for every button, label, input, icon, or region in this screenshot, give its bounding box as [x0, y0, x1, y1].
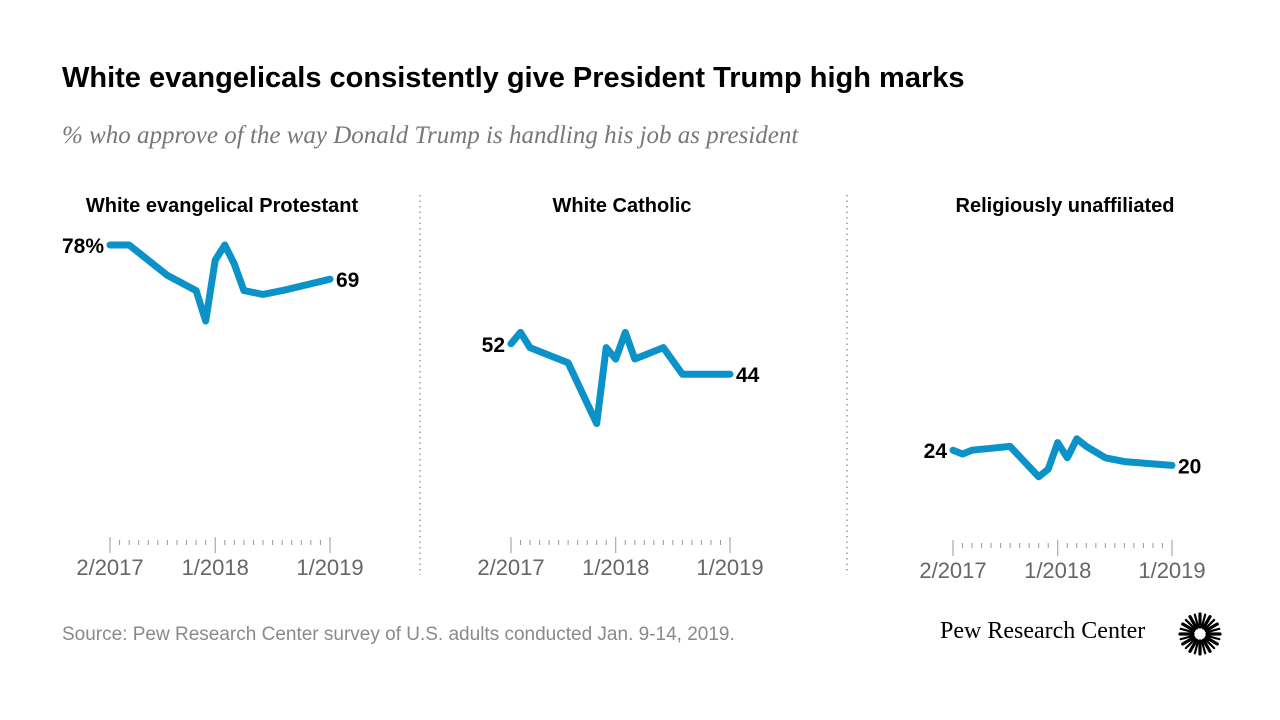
start-value-label: 24 — [924, 440, 948, 463]
series-line — [507, 328, 734, 428]
logo-ray — [1203, 637, 1216, 650]
logo-ray — [1184, 637, 1197, 650]
panel-title: White Catholic — [553, 195, 692, 217]
chart-title: White evangelicals consistently give Pre… — [62, 62, 965, 94]
x-tick-label: 1/2019 — [1138, 558, 1205, 583]
logo-ray — [1205, 634, 1221, 641]
pew-sunburst-icon — [1178, 612, 1222, 656]
x-tick-label: 1/2019 — [296, 555, 363, 580]
series-line — [106, 241, 334, 325]
logo-ray — [1203, 618, 1216, 631]
brand-name: Pew Research Center — [940, 618, 1146, 644]
start-value-label: 78% — [62, 235, 104, 258]
source-note: Source: Pew Research Center survey of U.… — [62, 624, 735, 645]
panel-title: White evangelical Protestant — [86, 195, 359, 217]
chart-subtitle: % who approve of the way Donald Trump is… — [62, 122, 799, 149]
logo-ray — [1204, 635, 1219, 646]
logo-ray — [1200, 613, 1207, 629]
end-value-label: 20 — [1178, 455, 1201, 478]
logo-ray — [1179, 627, 1195, 634]
panel-title: Religiously unaffiliated — [956, 195, 1175, 217]
logo-ray — [1204, 622, 1219, 633]
x-tick-label: 2/2017 — [477, 555, 544, 580]
end-value-label: 44 — [736, 364, 760, 387]
logo-ray — [1179, 634, 1195, 641]
x-tick-label: 1/2019 — [696, 555, 763, 580]
logo-ray — [1193, 639, 1200, 655]
start-value-label: 52 — [482, 334, 505, 357]
logo-ray — [1188, 615, 1199, 630]
logo-ray — [1188, 638, 1199, 653]
series-line — [949, 435, 1176, 481]
x-tick-label: 2/2017 — [76, 555, 143, 580]
logo-ray — [1181, 622, 1196, 633]
logo-ray — [1193, 613, 1200, 629]
logo-ray — [1200, 639, 1207, 655]
x-tick-label: 2/2017 — [919, 558, 986, 583]
logo-ray — [1201, 615, 1212, 630]
x-tick-label: 1/2018 — [1024, 558, 1091, 583]
logo-ray — [1201, 638, 1212, 653]
x-tick-label: 1/2018 — [582, 555, 649, 580]
logo-ray — [1205, 627, 1221, 634]
x-tick-label: 1/2018 — [182, 555, 249, 580]
logo-ray — [1181, 635, 1196, 646]
end-value-label: 69 — [336, 269, 359, 292]
logo-ray — [1184, 618, 1197, 631]
